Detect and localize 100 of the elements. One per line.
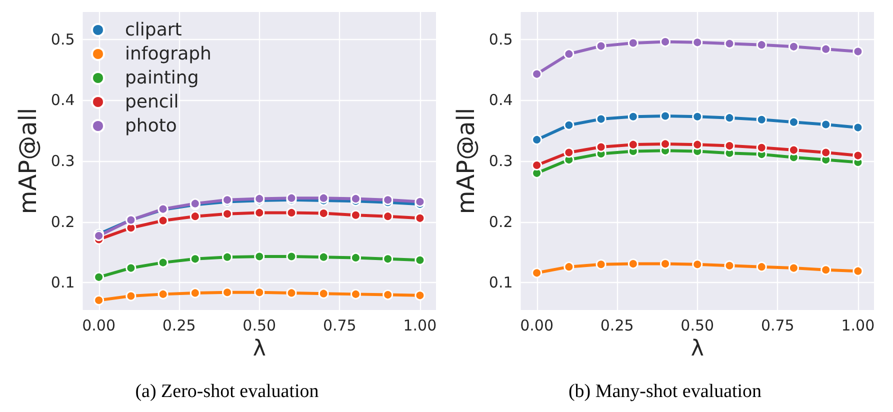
legend-label: clipart <box>125 20 182 40</box>
point <box>724 112 735 124</box>
point <box>660 138 671 150</box>
point <box>788 41 799 52</box>
point <box>532 134 542 145</box>
point <box>286 207 297 218</box>
point <box>788 144 799 156</box>
point <box>820 147 832 158</box>
point <box>564 147 574 158</box>
point <box>660 110 671 122</box>
y-tick-label: 0.1 <box>488 274 513 292</box>
legend-label: painting <box>125 68 199 88</box>
x-tick-label: 0.50 <box>242 316 276 334</box>
point <box>852 150 864 161</box>
point <box>820 44 832 54</box>
point <box>286 251 297 262</box>
point <box>628 258 638 270</box>
point <box>158 257 168 268</box>
point <box>382 211 394 222</box>
point <box>318 192 329 204</box>
point <box>222 252 233 262</box>
x-tick-label: 0.25 <box>600 316 634 334</box>
point <box>414 254 426 266</box>
point <box>596 142 606 152</box>
x-tick-label: 0.25 <box>162 316 196 334</box>
point <box>724 140 735 152</box>
point <box>318 208 329 219</box>
y-tick-label: 0.3 <box>50 152 75 170</box>
point <box>94 272 104 282</box>
text: (a) Zero-shot evaluation <box>135 381 320 402</box>
point <box>756 262 767 272</box>
point <box>382 254 394 264</box>
point <box>660 258 671 270</box>
point <box>820 264 832 276</box>
point <box>564 48 574 60</box>
x-tick-label: 1.00 <box>841 316 875 334</box>
point <box>222 287 233 298</box>
point <box>158 215 168 226</box>
point <box>724 260 735 271</box>
x-tick-label: 0.75 <box>322 316 356 334</box>
x-axis-title: λ <box>252 336 266 362</box>
point <box>158 288 168 300</box>
point <box>254 251 265 262</box>
point <box>532 68 542 80</box>
x-axis-title: λ <box>690 336 704 362</box>
legend-label: infograph <box>125 44 212 64</box>
y-tick-label: 0.5 <box>488 30 513 48</box>
point <box>414 212 426 224</box>
point <box>692 37 703 48</box>
point <box>852 122 864 133</box>
point <box>628 111 638 122</box>
x-tick-label: 0.00 <box>82 316 116 334</box>
point <box>254 287 265 298</box>
point <box>596 40 606 52</box>
point <box>350 252 361 263</box>
y-tick-label: 0.4 <box>50 91 75 110</box>
point <box>350 288 361 300</box>
point <box>692 139 703 150</box>
point <box>94 295 104 306</box>
point <box>628 139 638 150</box>
point <box>852 266 864 276</box>
legend-label: photo <box>125 116 177 136</box>
point <box>414 290 426 301</box>
point <box>382 194 394 206</box>
point <box>596 259 606 270</box>
point <box>532 160 542 171</box>
point <box>756 114 767 125</box>
point <box>788 116 799 128</box>
point <box>820 119 832 130</box>
point <box>382 290 394 300</box>
y-tick-label: 0.1 <box>50 274 75 292</box>
y-tick-label: 0.4 <box>488 91 513 110</box>
point <box>564 262 574 272</box>
point <box>190 211 200 222</box>
point <box>692 259 703 270</box>
point <box>532 268 542 278</box>
point <box>126 290 136 302</box>
point <box>190 288 200 298</box>
point <box>414 196 426 207</box>
legend-label: pencil <box>125 92 179 112</box>
point <box>318 288 329 299</box>
point <box>222 208 233 220</box>
point <box>286 288 297 298</box>
y-axis-title: mAP@all <box>14 108 42 214</box>
point <box>350 193 361 204</box>
text: (b) Many-shot evaluation <box>568 381 762 402</box>
point <box>350 210 361 220</box>
x-tick-label: 1.00 <box>403 316 437 334</box>
x-tick-label: 0.00 <box>520 316 554 334</box>
point <box>564 120 574 130</box>
y-axis-title: mAP@all <box>452 108 480 214</box>
point <box>596 114 606 124</box>
point <box>724 38 735 49</box>
y-tick-label: 0.2 <box>488 212 513 231</box>
point <box>756 40 767 50</box>
y-tick-label: 0.5 <box>50 30 75 48</box>
point <box>756 142 767 153</box>
point <box>126 262 136 274</box>
point <box>318 252 329 262</box>
point <box>692 111 703 122</box>
